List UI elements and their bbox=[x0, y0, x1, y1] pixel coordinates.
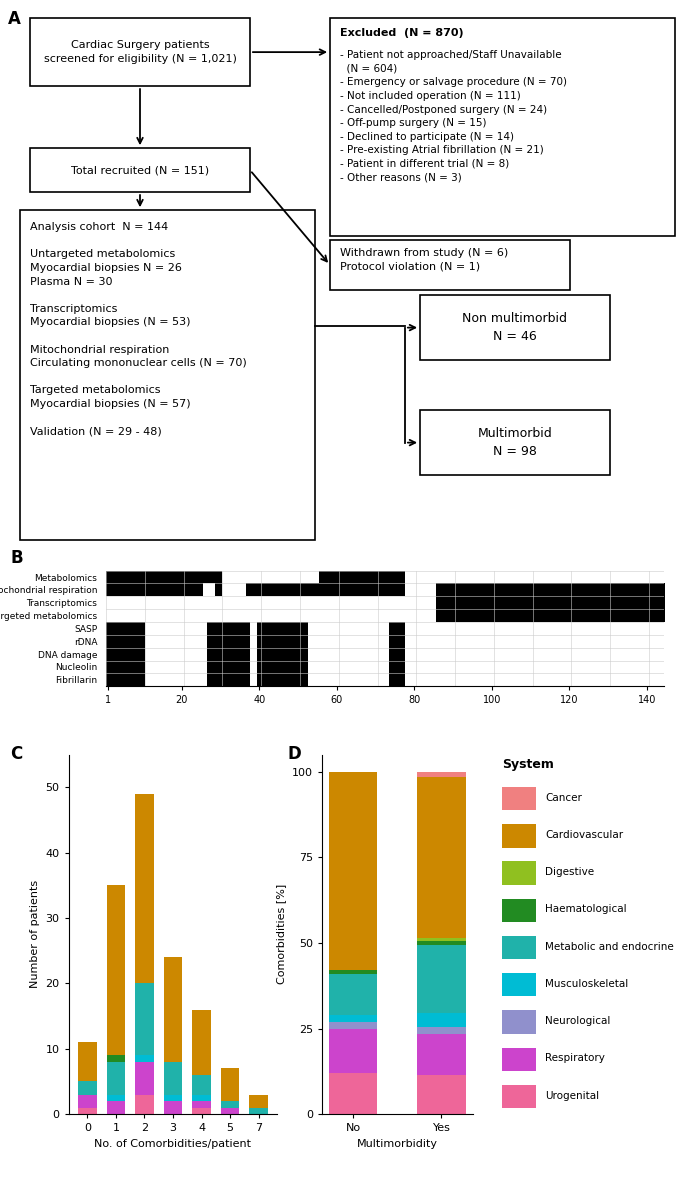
Bar bbox=[329, 970, 377, 974]
Bar bbox=[417, 1027, 466, 1034]
FancyBboxPatch shape bbox=[502, 1047, 536, 1071]
Text: Respiratory: Respiratory bbox=[545, 1053, 605, 1063]
Bar bbox=[78, 1081, 97, 1094]
Text: System: System bbox=[502, 758, 554, 771]
Bar bbox=[221, 1068, 239, 1101]
Bar bbox=[107, 885, 125, 1055]
Bar bbox=[221, 1107, 239, 1114]
Bar bbox=[329, 1073, 377, 1114]
FancyBboxPatch shape bbox=[502, 1010, 536, 1034]
Bar bbox=[135, 983, 153, 1055]
Text: Withdrawn from study (N = 6)
Protocol violation (N = 1): Withdrawn from study (N = 6) Protocol vi… bbox=[340, 248, 508, 271]
Bar bbox=[135, 1062, 153, 1094]
Bar bbox=[329, 1028, 377, 1073]
Bar bbox=[221, 1101, 239, 1107]
Bar bbox=[417, 944, 466, 1013]
Text: Multimorbid
N = 98: Multimorbid N = 98 bbox=[477, 427, 552, 457]
Bar bbox=[329, 1022, 377, 1028]
Bar bbox=[107, 1094, 125, 1101]
FancyBboxPatch shape bbox=[502, 936, 536, 960]
Text: D: D bbox=[288, 745, 301, 763]
Text: C: C bbox=[10, 745, 23, 763]
Text: Metabolic and endocrine: Metabolic and endocrine bbox=[545, 942, 674, 951]
Text: - Patient not approached/Staff Unavailable
  (N = 604)
- Emergency or salvage pr: - Patient not approached/Staff Unavailab… bbox=[340, 51, 567, 183]
Bar bbox=[329, 772, 377, 970]
Bar bbox=[417, 772, 466, 777]
Text: Digestive: Digestive bbox=[545, 868, 594, 877]
Bar bbox=[107, 1062, 125, 1094]
Bar bbox=[192, 1094, 211, 1101]
FancyBboxPatch shape bbox=[502, 898, 536, 922]
Bar bbox=[249, 1094, 268, 1107]
Text: Total recruited (N = 151): Total recruited (N = 151) bbox=[71, 165, 209, 176]
Bar bbox=[107, 1055, 125, 1062]
Bar bbox=[329, 1015, 377, 1022]
Y-axis label: Number of patients: Number of patients bbox=[29, 881, 40, 988]
Bar bbox=[417, 941, 466, 944]
Bar bbox=[20, 210, 315, 540]
Bar bbox=[420, 410, 610, 475]
Bar bbox=[330, 241, 570, 290]
Bar bbox=[417, 1013, 466, 1027]
Bar bbox=[107, 1101, 125, 1114]
Text: Haematological: Haematological bbox=[545, 904, 627, 915]
Text: Non multimorbid
N = 46: Non multimorbid N = 46 bbox=[462, 312, 567, 343]
Bar bbox=[30, 149, 250, 192]
FancyBboxPatch shape bbox=[502, 973, 536, 996]
Bar bbox=[164, 1062, 182, 1094]
Text: Cardiovascular: Cardiovascular bbox=[545, 830, 623, 839]
Bar bbox=[192, 1101, 211, 1107]
Bar bbox=[249, 1107, 268, 1114]
Text: Excluded  (N = 870): Excluded (N = 870) bbox=[340, 28, 464, 38]
Bar bbox=[417, 1034, 466, 1075]
Bar bbox=[330, 18, 675, 236]
FancyBboxPatch shape bbox=[502, 786, 536, 810]
X-axis label: No. of Comorbidities/patient: No. of Comorbidities/patient bbox=[95, 1139, 251, 1148]
X-axis label: Multimorbidity: Multimorbidity bbox=[357, 1139, 438, 1148]
Bar bbox=[135, 1094, 153, 1114]
Bar bbox=[78, 1107, 97, 1114]
Text: B: B bbox=[10, 549, 23, 567]
Bar bbox=[417, 777, 466, 937]
Bar bbox=[417, 937, 466, 941]
Bar bbox=[78, 1094, 97, 1107]
Bar bbox=[164, 957, 182, 1062]
FancyBboxPatch shape bbox=[502, 824, 536, 848]
Bar bbox=[164, 1094, 182, 1101]
Text: Urogenital: Urogenital bbox=[545, 1091, 599, 1100]
Bar bbox=[30, 18, 250, 86]
Text: Cancer: Cancer bbox=[545, 792, 582, 803]
Text: Musculoskeletal: Musculoskeletal bbox=[545, 979, 628, 989]
Bar bbox=[192, 1075, 211, 1094]
Text: Analysis cohort  N = 144

Untargeted metabolomics
Myocardial biopsies N = 26
Pla: Analysis cohort N = 144 Untargeted metab… bbox=[30, 222, 247, 436]
Y-axis label: Comorbidities [%]: Comorbidities [%] bbox=[276, 884, 286, 984]
Text: Neurological: Neurological bbox=[545, 1016, 610, 1026]
Text: A: A bbox=[8, 11, 21, 28]
Bar bbox=[192, 1009, 211, 1075]
FancyBboxPatch shape bbox=[502, 1085, 536, 1108]
Bar bbox=[164, 1101, 182, 1114]
Bar bbox=[78, 1042, 97, 1081]
Bar bbox=[329, 974, 377, 1015]
Bar bbox=[420, 295, 610, 360]
Text: Cardiac Surgery patients
screened for eligibility (N = 1,021): Cardiac Surgery patients screened for el… bbox=[44, 40, 236, 64]
Bar bbox=[192, 1107, 211, 1114]
FancyBboxPatch shape bbox=[502, 862, 536, 884]
Bar bbox=[135, 793, 153, 983]
Bar bbox=[135, 1055, 153, 1062]
Bar bbox=[417, 1075, 466, 1114]
